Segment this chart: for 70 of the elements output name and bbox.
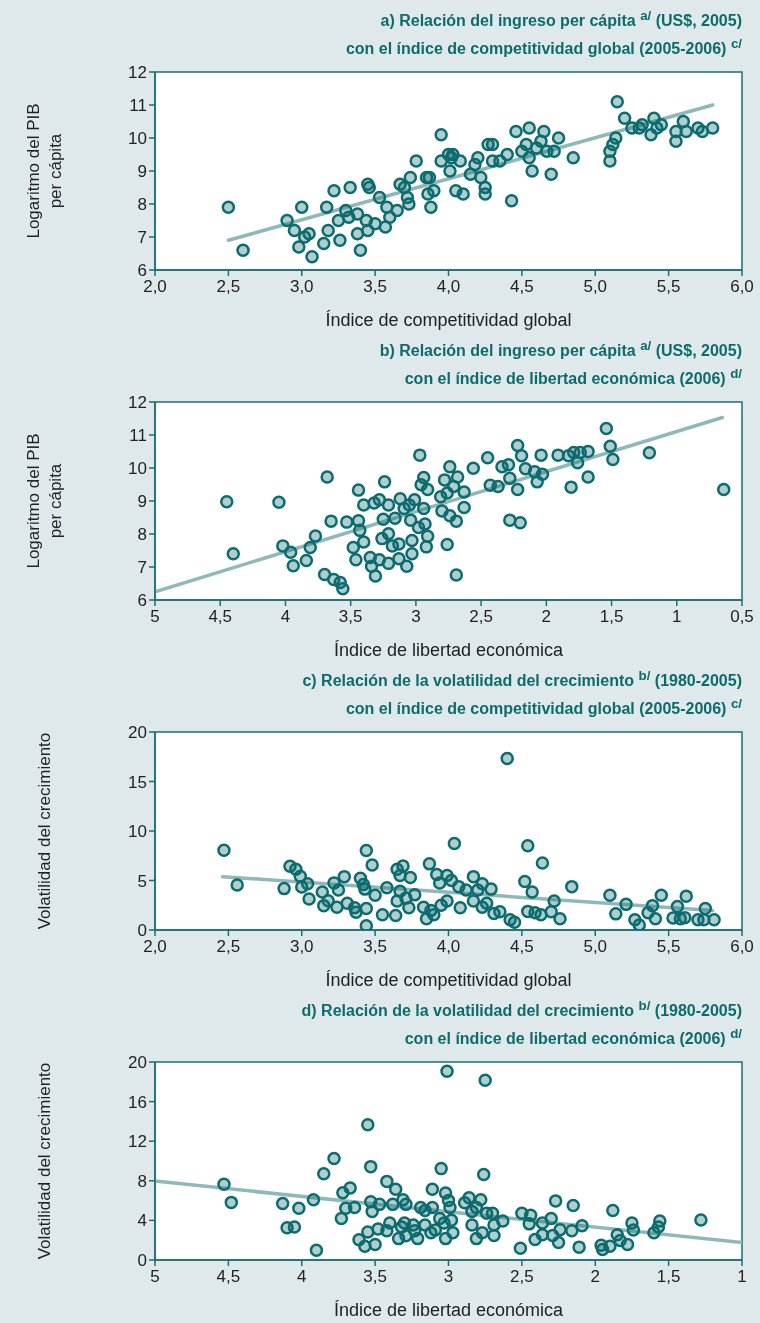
y-tick-label: 10 bbox=[128, 822, 147, 842]
x-tick-label: 5,5 bbox=[656, 937, 681, 957]
x-tick-label: 5 bbox=[150, 1267, 160, 1287]
x-tick-label: 2,5 bbox=[216, 937, 241, 957]
x-tick-label: 2,5 bbox=[510, 1267, 534, 1287]
x-tick-label: 4,5 bbox=[510, 937, 534, 957]
chart-title: d) Relación de la volatilidad del crecimiento $^{b/}$ (1980-2005) con el índice de libertad económica (2006) $^{d/}$ bbox=[300, 997, 742, 1050]
x-tick-label: 2,5 bbox=[216, 277, 241, 297]
y-tick-label: 12 bbox=[128, 1132, 147, 1152]
y-tick-label: 11 bbox=[129, 96, 147, 116]
y-tick-label: 15 bbox=[128, 772, 147, 792]
x-axis-title: Índice de competitividad global bbox=[325, 310, 572, 330]
y-tick-label: 4 bbox=[137, 1211, 147, 1231]
x-tick-label: 3,0 bbox=[289, 277, 314, 297]
y-tick-label: 9 bbox=[137, 162, 147, 182]
y-tick-label: 5 bbox=[137, 871, 147, 891]
x-tick-label: 5 bbox=[150, 607, 160, 627]
x-tick-label: 3,5 bbox=[363, 1267, 387, 1287]
x-tick-label: 4,0 bbox=[436, 937, 461, 957]
x-axis-title: Índice de competitividad global bbox=[325, 970, 572, 990]
x-tick-label: 1,5 bbox=[656, 1267, 681, 1287]
y-tick-label: 11 bbox=[129, 426, 147, 446]
chart-title: b) Relación del ingreso per cápita $^{a/}$ (US$, 2005) con el índice de libertad económica (2006) $^{d/}$ bbox=[378, 337, 742, 390]
x-tick-label: 4,0 bbox=[436, 277, 461, 297]
x-tick-label: 6,0 bbox=[730, 937, 754, 957]
x-tick-label: 2 bbox=[590, 1267, 600, 1287]
x-tick-label: 2,5 bbox=[469, 607, 493, 627]
x-tick-label: 3 bbox=[411, 607, 421, 627]
x-tick-label: 4 bbox=[280, 607, 291, 627]
x-tick-label: 5,5 bbox=[656, 277, 681, 297]
y-tick-label: 8 bbox=[137, 1171, 147, 1191]
y-tick-label: 8 bbox=[137, 525, 147, 545]
x-tick-label: 1,5 bbox=[599, 607, 624, 627]
x-tick-label: 3,5 bbox=[363, 937, 387, 957]
x-axis-title: Índice de libertad económica bbox=[333, 640, 565, 660]
chart-title: a) Relación del ingreso per cápita $^{a/}$ (US$, 2005) con el índice de competitividad global (2005-2006) $^{c/}$ bbox=[344, 7, 742, 60]
y-tick-label: 16 bbox=[128, 1092, 147, 1112]
x-tick-label: 2 bbox=[541, 607, 552, 627]
x-axis-title: Índice de libertad económica bbox=[333, 1300, 565, 1320]
y-tick-label: 8 bbox=[137, 195, 147, 215]
y-tick-label: 20 bbox=[128, 1053, 147, 1073]
x-tick-label: 3,0 bbox=[289, 937, 314, 957]
x-tick-label: 3 bbox=[443, 1267, 454, 1287]
y-tick-label: 12 bbox=[128, 63, 147, 83]
y-tick-label: 6 bbox=[137, 591, 147, 611]
x-tick-label: 6,0 bbox=[730, 277, 754, 297]
x-tick-label: 5,0 bbox=[583, 937, 608, 957]
y-axis-title: Logaritmo del PIB per cápita bbox=[23, 433, 66, 569]
y-axis-title: Volatilidad del crecimiento bbox=[34, 732, 55, 930]
y-axis-title: Logaritmo del PIB per cápita bbox=[23, 103, 66, 239]
x-tick-label: 4,5 bbox=[216, 1267, 241, 1287]
y-tick-label: 10 bbox=[128, 129, 147, 149]
y-tick-label: 9 bbox=[137, 492, 147, 512]
y-tick-label: 7 bbox=[137, 558, 147, 578]
x-tick-label: 3,5 bbox=[363, 277, 387, 297]
x-tick-label: 4,5 bbox=[510, 277, 534, 297]
chart-title: c) Relación de la volatilidad del crecimiento $^{b/}$ (1980-2005) con el índice de competitividad global (2005-2006) $^{c/}$ bbox=[301, 667, 742, 720]
y-tick-label: 10 bbox=[128, 459, 147, 479]
x-tick-label: 1 bbox=[672, 607, 682, 627]
x-tick-label: 4 bbox=[297, 1267, 307, 1287]
x-tick-label: 5,0 bbox=[583, 277, 608, 297]
y-axis-title: Volatilidad del crecimiento bbox=[34, 1062, 55, 1260]
x-tick-label: 3,5 bbox=[338, 607, 363, 627]
x-tick-label: 4,5 bbox=[208, 607, 233, 627]
y-tick-label: 7 bbox=[137, 228, 147, 248]
y-tick-label: 0 bbox=[137, 1251, 147, 1271]
x-tick-label: 0,5 bbox=[730, 607, 754, 627]
x-tick-label: 1 bbox=[737, 1267, 747, 1287]
y-tick-label: 20 bbox=[128, 723, 147, 743]
y-tick-label: 12 bbox=[128, 393, 147, 413]
